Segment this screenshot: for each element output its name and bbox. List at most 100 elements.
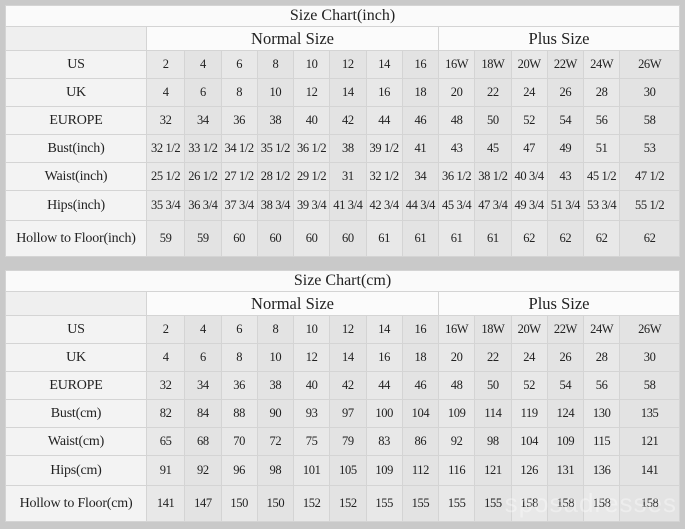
size-cell: 61 xyxy=(365,220,403,257)
size-cell: 53 3/4 xyxy=(583,190,621,221)
size-cell: 10 xyxy=(256,343,295,372)
size-cell: 26 1/2 xyxy=(184,162,222,191)
size-cell: 97 xyxy=(329,399,367,428)
size-cell: 98 xyxy=(256,455,295,486)
size-cell: 22 xyxy=(474,78,512,107)
size-cell: 18W xyxy=(474,50,512,79)
size-cell: 155 xyxy=(438,485,476,522)
size-cell: 18W xyxy=(474,315,512,344)
size-cell: 26W xyxy=(619,315,680,344)
size-cell: 55 1/2 xyxy=(619,190,680,221)
size-cell: 48 xyxy=(438,371,476,400)
row-label: UK xyxy=(4,78,148,107)
size-cell: 35 1/2 xyxy=(256,134,295,163)
size-cell: 38 3/4 xyxy=(256,190,295,221)
size-cell: 32 xyxy=(146,371,186,400)
size-cell: 28 xyxy=(583,343,621,372)
size-cell: 155 xyxy=(401,485,440,522)
size-cell: 158 xyxy=(583,485,621,522)
plus-size-header: Plus Size xyxy=(438,26,680,51)
size-cell: 36 xyxy=(220,371,258,400)
size-cell: 93 xyxy=(293,399,331,428)
size-cell: 75 xyxy=(293,427,331,456)
size-cell: 126 xyxy=(510,455,548,486)
table-row: Hollow to Floor(cm) 141 147 150 150 152 152 155… xyxy=(4,485,680,522)
size-cell: 46 xyxy=(401,371,440,400)
size-cell: 45 xyxy=(474,134,512,163)
size-cell: 44 xyxy=(365,106,403,135)
size-cell: 41 xyxy=(401,134,440,163)
size-cell: 119 xyxy=(510,399,548,428)
chart-title: Size Chart(inch) xyxy=(5,5,680,27)
size-cell: 136 xyxy=(583,455,621,486)
size-cell: 16 xyxy=(365,78,403,107)
row-label: Bust(cm) xyxy=(4,399,148,428)
size-cell: 43 xyxy=(438,134,476,163)
size-cell: 47 3/4 xyxy=(474,190,512,221)
size-cell: 40 xyxy=(293,106,331,135)
size-cell: 18 xyxy=(401,78,440,107)
size-cell: 90 xyxy=(256,399,295,428)
section-row: Normal Size Plus Size xyxy=(4,291,680,316)
size-cell: 42 3/4 xyxy=(365,190,403,221)
size-cell: 155 xyxy=(365,485,403,522)
size-cell: 2 xyxy=(146,315,186,344)
row-label: Bust(inch) xyxy=(4,134,148,163)
title-row: Size Chart(cm) xyxy=(5,270,680,292)
size-cell: 4 xyxy=(184,315,222,344)
row-label: Hips(cm) xyxy=(4,455,148,486)
size-cell: 65 xyxy=(146,427,186,456)
size-cell: 60 xyxy=(293,220,331,257)
size-cell: 38 xyxy=(329,134,367,163)
size-cell: 30 xyxy=(619,343,680,372)
size-cell: 60 xyxy=(329,220,367,257)
size-cell: 34 xyxy=(184,371,222,400)
chart-title: Size Chart(cm) xyxy=(5,270,680,292)
size-cell: 62 xyxy=(510,220,548,257)
table-row: UK 4 6 8 10 12 14 16 18 20 22 24 26 28 30 xyxy=(4,343,680,372)
size-cell: 61 xyxy=(438,220,476,257)
size-cell: 45 3/4 xyxy=(438,190,476,221)
size-cell: 28 xyxy=(583,78,621,107)
row-label: US xyxy=(4,50,148,79)
size-cell: 35 3/4 xyxy=(146,190,186,221)
size-cell: 34 1/2 xyxy=(220,134,258,163)
size-cell: 88 xyxy=(220,399,258,428)
size-cell: 53 xyxy=(619,134,680,163)
size-cell: 20W xyxy=(510,50,548,79)
size-cell: 4 xyxy=(146,343,186,372)
size-cell: 20 xyxy=(438,343,476,372)
size-cell: 83 xyxy=(365,427,403,456)
size-cell: 54 xyxy=(546,106,585,135)
size-cell: 24W xyxy=(583,315,621,344)
row-label: Hollow to Floor(cm) xyxy=(4,485,148,522)
normal-size-header: Normal Size xyxy=(146,26,440,51)
size-chart-cm: Size Chart(cm) Normal Size Plus Size US 2 4 6 8… xyxy=(4,270,680,522)
normal-size-header: Normal Size xyxy=(146,291,440,316)
size-cell: 50 xyxy=(474,106,512,135)
size-cell: 25 1/2 xyxy=(146,162,186,191)
size-cell: 38 xyxy=(256,371,295,400)
size-cell: 60 xyxy=(220,220,258,257)
size-cell: 52 xyxy=(510,371,548,400)
size-cell: 109 xyxy=(546,427,585,456)
size-cell: 6 xyxy=(220,50,258,79)
size-cell: 91 xyxy=(146,455,186,486)
size-cell: 47 1/2 xyxy=(619,162,680,191)
row-label: Waist(inch) xyxy=(4,162,148,191)
size-cell: 51 3/4 xyxy=(546,190,585,221)
size-chart-inch: Size Chart(inch) Normal Size Plus Size US 2 4… xyxy=(4,5,680,257)
size-cell: 105 xyxy=(329,455,367,486)
size-cell: 121 xyxy=(474,455,512,486)
row-label: EUROPE xyxy=(4,371,148,400)
size-cell: 6 xyxy=(220,315,258,344)
size-cell: 2 xyxy=(146,50,186,79)
size-cell: 16 xyxy=(401,315,440,344)
size-cell: 158 xyxy=(510,485,548,522)
size-cell: 155 xyxy=(474,485,512,522)
size-cell: 96 xyxy=(220,455,258,486)
size-cell: 16W xyxy=(438,315,476,344)
row-label: EUROPE xyxy=(4,106,148,135)
row-label: Hollow to Floor(inch) xyxy=(4,220,148,257)
size-cell: 22W xyxy=(546,315,585,344)
